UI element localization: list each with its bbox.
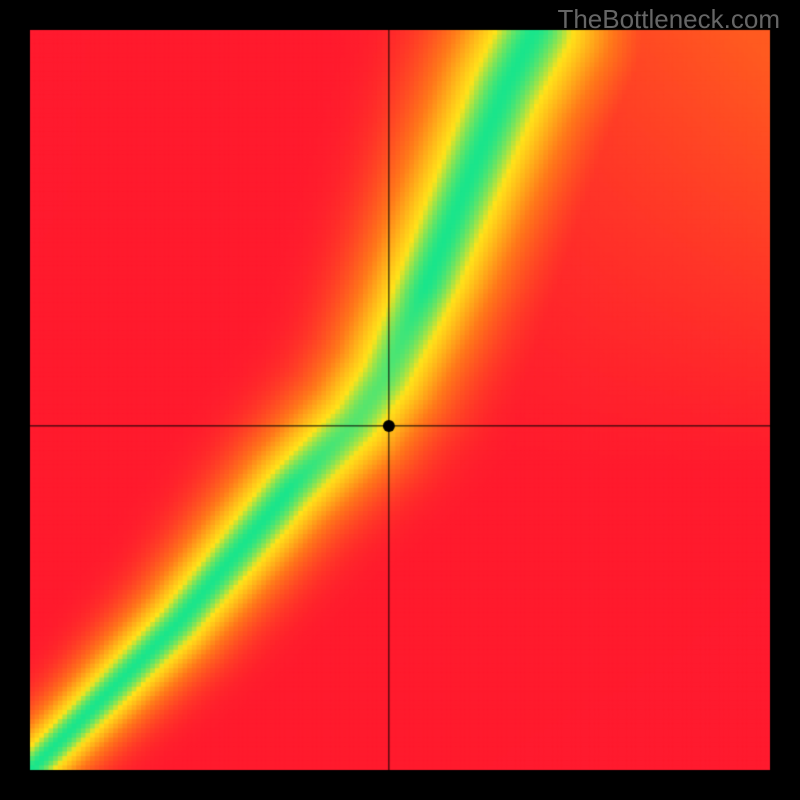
- chart-container: TheBottleneck.com: [0, 0, 800, 800]
- heatmap-canvas: [0, 0, 800, 800]
- watermark-text: TheBottleneck.com: [557, 4, 780, 35]
